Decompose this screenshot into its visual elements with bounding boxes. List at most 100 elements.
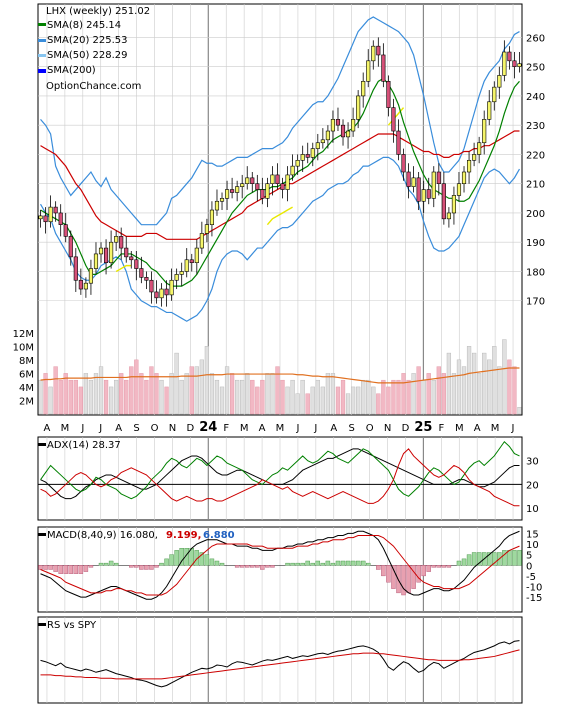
candle-down xyxy=(255,183,260,190)
candle-up xyxy=(345,130,351,138)
x-tick-label: J xyxy=(98,423,102,434)
x-tick-label: J xyxy=(511,423,515,434)
volume-bar xyxy=(83,373,89,415)
volume-bar xyxy=(497,366,502,415)
volume-bar xyxy=(270,373,275,415)
candle-up xyxy=(209,209,215,225)
macd-histogram-bar xyxy=(502,550,507,566)
legend-sma8: SMA(8) 245.14 xyxy=(47,20,121,31)
x-tick-label: F xyxy=(438,423,444,434)
candle-up xyxy=(194,247,199,264)
macd-tick-label: 5 xyxy=(526,551,532,562)
volume-bar xyxy=(461,366,467,415)
macd-tick-label: 10 xyxy=(526,540,539,551)
x-tick-label: J xyxy=(313,423,317,434)
candle-up xyxy=(411,177,416,187)
macd-histogram-bar xyxy=(487,552,492,566)
legend-swatch-sma8 xyxy=(38,23,46,26)
volume-bar xyxy=(124,379,129,415)
volume-bar xyxy=(290,379,295,415)
candle-down xyxy=(401,154,406,173)
macd-histogram-bar xyxy=(441,565,447,568)
volume-bar xyxy=(245,373,250,415)
candle-up xyxy=(285,174,290,190)
volume-bar xyxy=(78,386,83,415)
volume-bar xyxy=(114,379,119,415)
macd-histogram-bar xyxy=(270,565,275,568)
volume-bar xyxy=(512,366,517,415)
volume-bar xyxy=(63,373,68,415)
macd-histogram-bar xyxy=(345,560,351,566)
volume-bar xyxy=(219,386,225,415)
x-tick-label: J xyxy=(295,423,299,434)
candle-down xyxy=(189,259,194,264)
macd-histogram-bar xyxy=(330,562,336,566)
macd-histogram-bar xyxy=(63,565,68,574)
adx-legend: ADX(14) 28.37 xyxy=(38,440,121,451)
candle-down xyxy=(436,171,441,185)
candle-down xyxy=(53,206,58,214)
volume-bar xyxy=(280,379,285,415)
candle-down xyxy=(381,54,386,82)
candle-down xyxy=(139,268,144,278)
price-lines xyxy=(40,16,520,322)
candle-down xyxy=(305,154,310,158)
macd-histogram-bar xyxy=(295,562,300,566)
price-tick-label: 230 xyxy=(526,121,545,132)
macd-histogram-bar xyxy=(325,560,331,566)
volume-bar xyxy=(98,366,104,415)
volume-bar xyxy=(396,379,401,415)
macd-histogram-bar xyxy=(416,565,421,583)
candle-up xyxy=(290,165,295,176)
macd-histogram-bar xyxy=(431,565,436,568)
macd-histogram-bar xyxy=(113,562,119,566)
volume-bar xyxy=(446,352,452,415)
candle-down xyxy=(396,130,401,155)
volume-bar xyxy=(174,352,179,415)
rs-swatch xyxy=(38,623,46,626)
macd-histogram-bar xyxy=(214,560,220,566)
macd-histogram-bar xyxy=(73,565,79,574)
macd-histogram-bar xyxy=(320,562,326,566)
macd-tick-label: -10 xyxy=(526,583,542,594)
candle-down xyxy=(134,259,139,269)
candle-down xyxy=(335,119,341,126)
legend-swatch-sma20 xyxy=(38,39,46,42)
macd-histogram-bar xyxy=(48,565,53,570)
rs-legend: RS vs SPY xyxy=(38,620,97,631)
x-tick-label: A xyxy=(474,423,481,434)
macd-histogram-bar xyxy=(169,554,174,566)
volume-bar xyxy=(325,373,331,415)
volume-bar xyxy=(376,393,381,415)
candle-up xyxy=(330,119,336,132)
candle-up xyxy=(179,271,184,275)
candle-up xyxy=(497,75,502,88)
macd-histogram-bar xyxy=(366,562,371,566)
candle-down xyxy=(340,124,346,138)
sma8-line xyxy=(40,77,520,287)
price-tick-label: 200 xyxy=(526,209,545,220)
macd-histogram-bar xyxy=(43,565,48,570)
macd-histogram-bar xyxy=(446,565,452,568)
macd-histogram-bar xyxy=(164,558,169,566)
candle-up xyxy=(224,189,230,199)
candle-up xyxy=(315,142,320,149)
volume-bar xyxy=(426,373,431,415)
volume-bar xyxy=(275,366,280,415)
candle-up xyxy=(325,130,330,141)
volume-bar xyxy=(421,379,426,415)
candle-up xyxy=(83,282,88,290)
candle-up xyxy=(351,119,356,132)
x-tick-label: M xyxy=(240,423,249,434)
x-tick-label: N xyxy=(169,423,176,434)
volume-bar xyxy=(103,379,109,415)
candle-down xyxy=(230,189,235,193)
candle-up xyxy=(431,171,436,199)
candle-down xyxy=(43,215,48,223)
macd-histogram-bar xyxy=(219,562,225,566)
candle-down xyxy=(426,189,431,199)
adx-line-2 xyxy=(40,448,520,507)
candle-up xyxy=(456,183,462,196)
macd-histogram-bar xyxy=(381,565,386,577)
